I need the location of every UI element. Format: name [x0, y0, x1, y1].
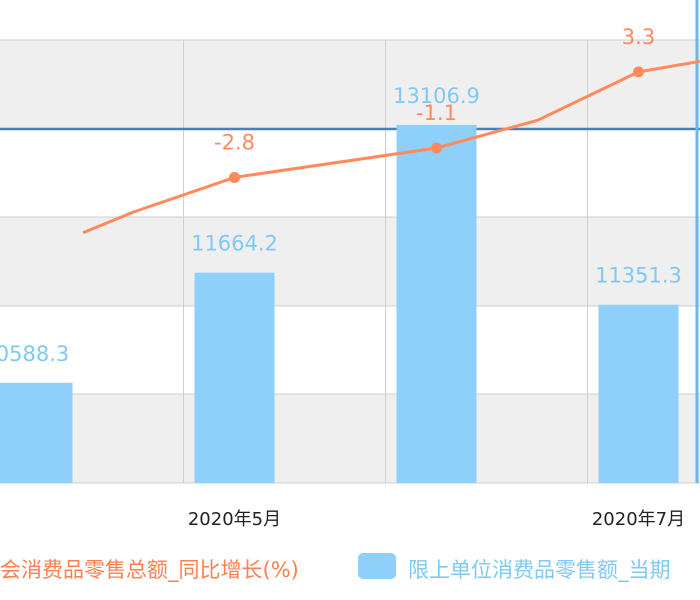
legend-bar-swatch — [358, 553, 396, 579]
legend-line-label: 会消费品零售总额_同比增长(%) — [0, 558, 299, 583]
bar — [194, 272, 275, 483]
legend-bar-label: 限上单位消费品零售额_当期 — [408, 558, 671, 583]
line-label: -1.1 — [416, 101, 457, 125]
bar-series — [0, 124, 679, 483]
line-point — [633, 66, 644, 78]
line-label: -2.8 — [214, 130, 255, 154]
bar-label: 0588.3 — [0, 342, 69, 366]
bar-label: 13106.9 — [393, 84, 480, 108]
line-label: 3.3 — [622, 25, 655, 49]
bar-label: 11664.2 — [191, 232, 278, 256]
x-tick-label: 2020年5月 — [188, 509, 281, 530]
line-series — [82, 59, 700, 235]
x-axis-ticks: 2020年5月2020年7月2020年9月20 — [188, 509, 685, 530]
legend: 会消费品零售总额_同比增长(%) 限上单位消费品零售额_当期 — [0, 553, 671, 583]
line-point — [431, 142, 442, 154]
x-tick-label: 2020年7月 — [592, 509, 685, 530]
bar — [0, 382, 73, 483]
line-point — [229, 171, 240, 183]
line-data-labels: -2.8 -1.1 3.3 — [214, 25, 655, 155]
bar — [598, 304, 679, 483]
plot-background — [0, 40, 700, 483]
bar-data-labels: 0588.311664.213106.911351.312136.113376.… — [0, 84, 682, 366]
line-path — [82, 59, 700, 235]
grid-lines — [0, 39, 700, 484]
bar-label: 11351.3 — [595, 264, 682, 288]
bar — [396, 124, 477, 483]
